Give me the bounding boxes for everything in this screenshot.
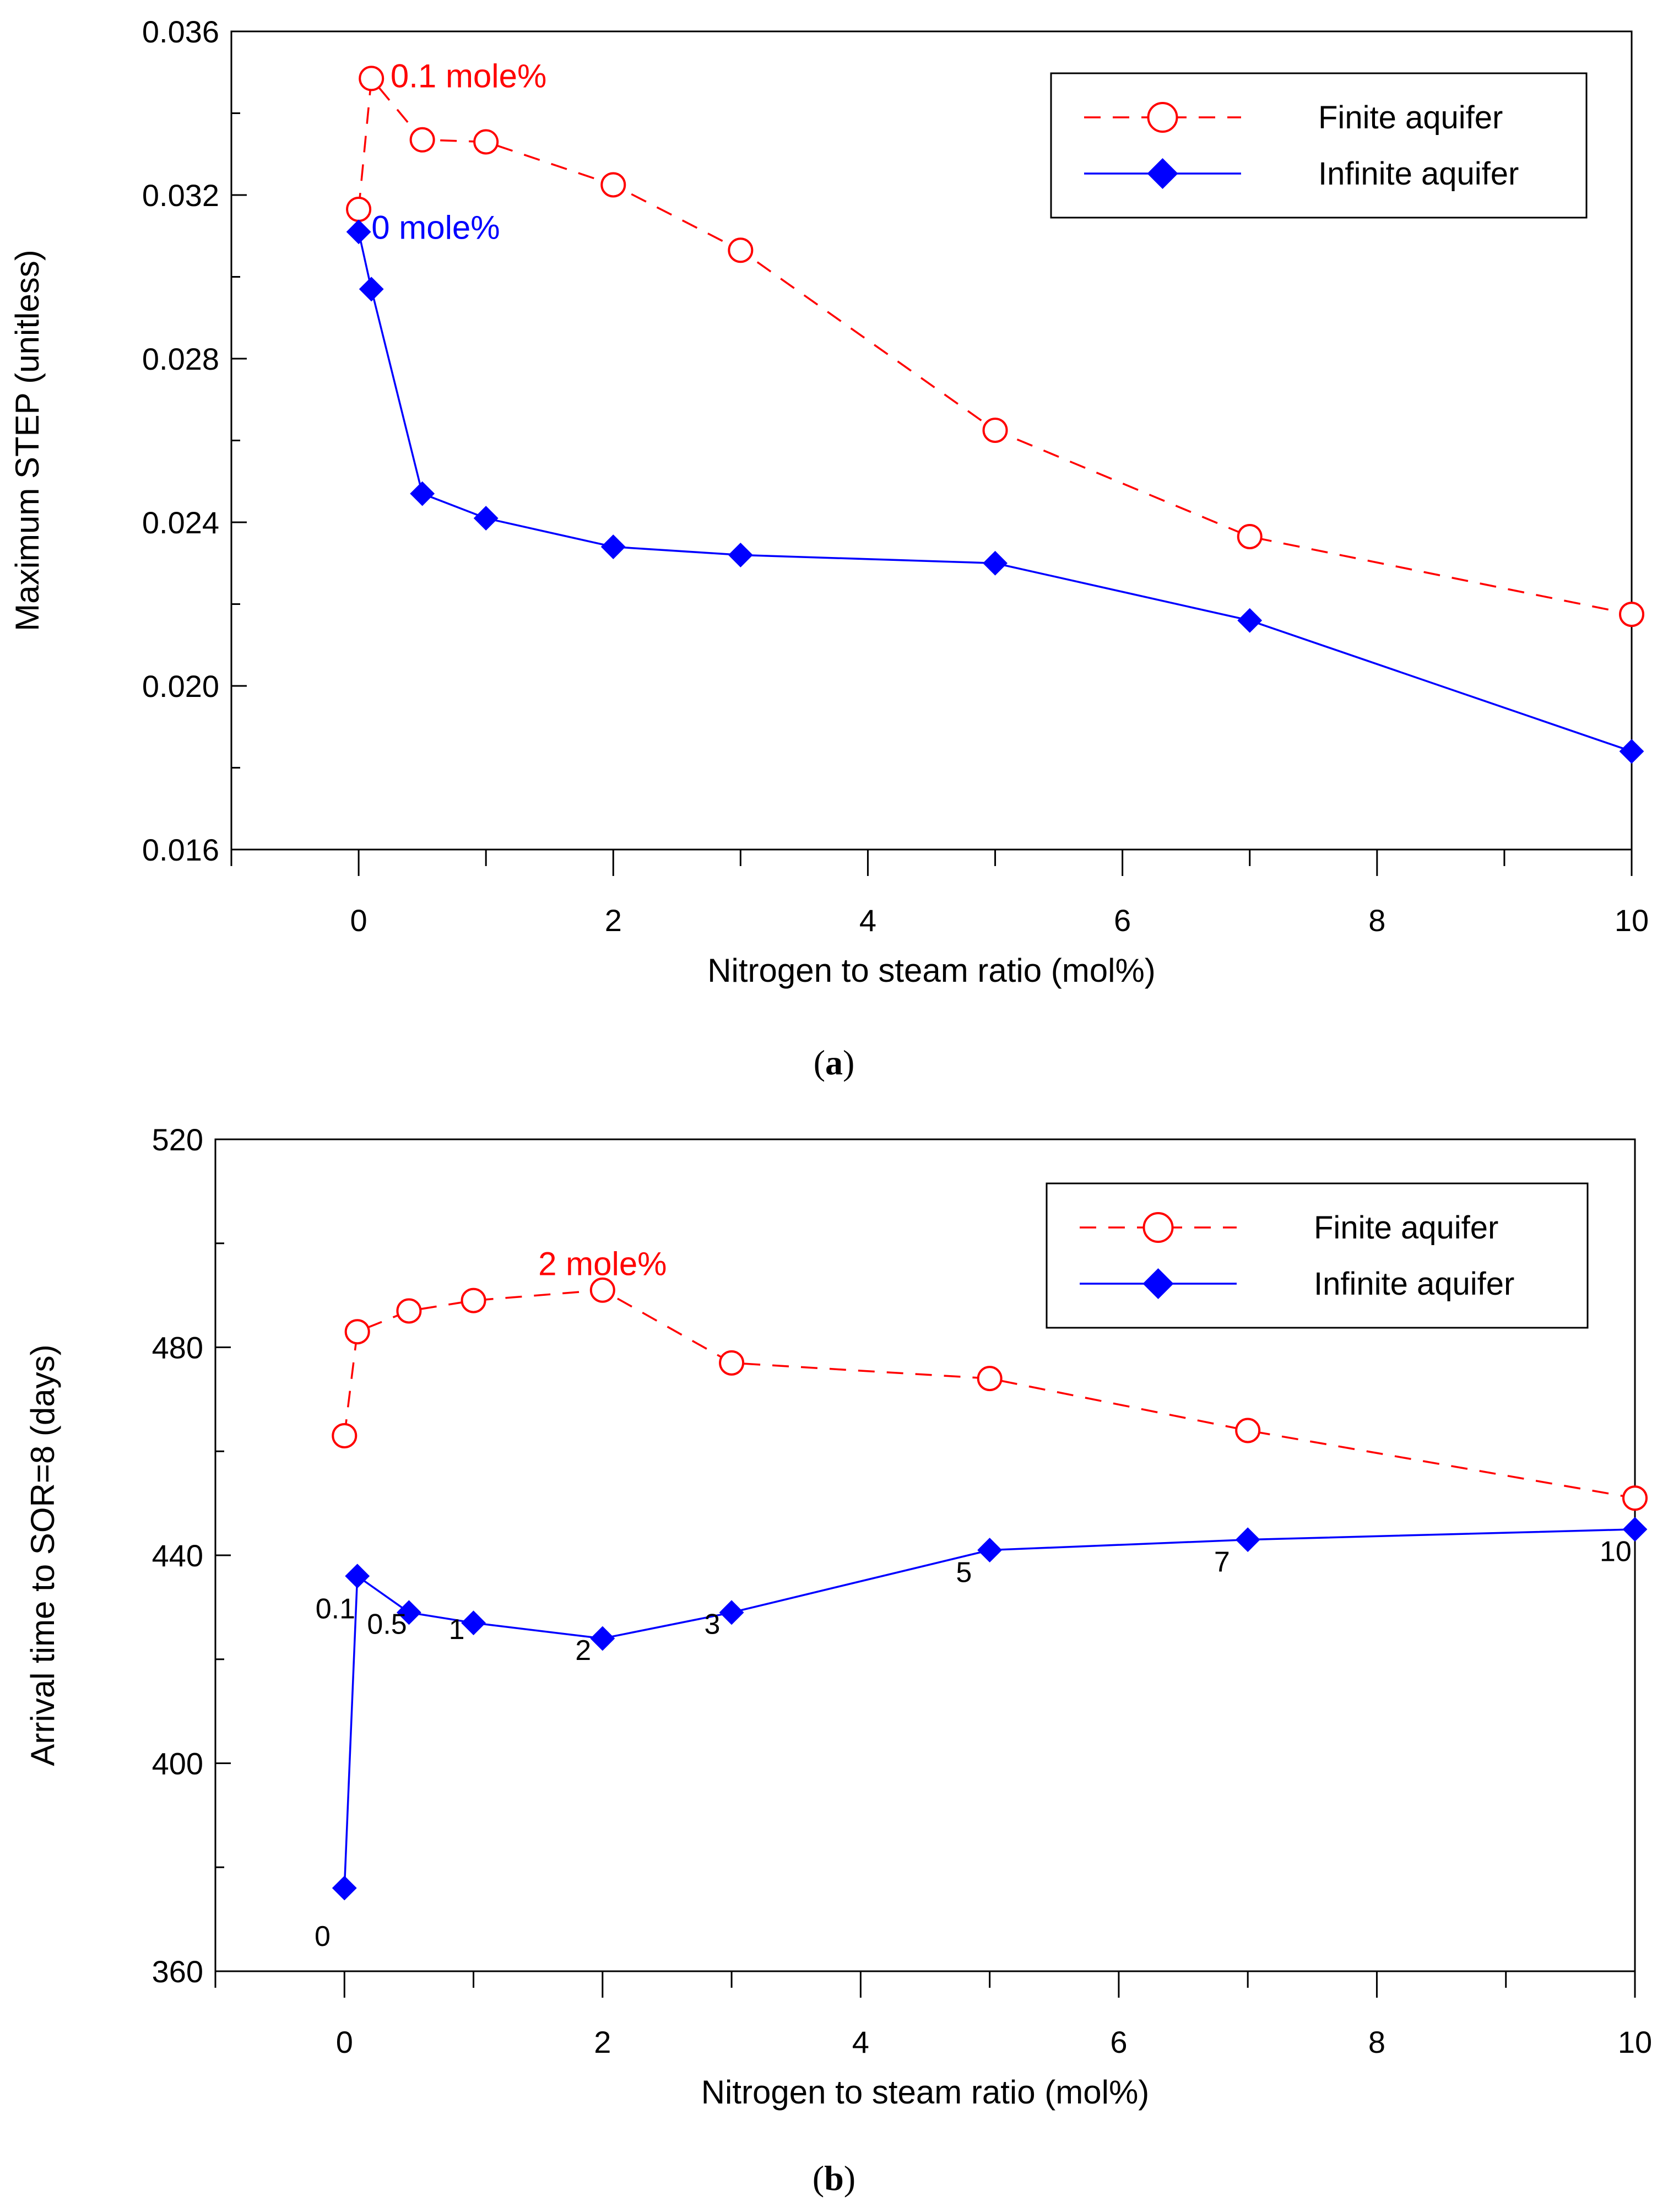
infinite-aquifer-point [983,550,1008,576]
finite-aquifer-point [1237,523,1263,549]
x-tick-label: 4 [852,2025,869,2059]
infinite-aquifer-point [719,1600,744,1625]
y-tick-label: 0.036 [142,14,219,49]
finite-aquifer-point [346,196,372,222]
finite-aquifer-point [409,127,435,153]
x-tick-label: 6 [1110,2025,1127,2059]
annotation-label: 0.1 mole% [391,58,546,95]
finite-aquifer-point [589,1277,615,1303]
infinite-aquifer-point [346,219,371,245]
annotation-label: 1 [449,1614,465,1646]
y-tick-label: 440 [152,1538,203,1573]
finite-aquifer-point [332,1423,358,1448]
legend-entry-label: Infinite aquifer [1318,156,1519,192]
x-tick-label: 2 [594,2025,611,2059]
x-tick-label: 0 [336,2025,353,2059]
legend-marker-diamond [1147,158,1178,189]
finite-aquifer-point [461,1288,486,1313]
annotation-label: 2 mole% [538,1246,667,1283]
legend-marker-circle [1147,102,1178,133]
x-axis-title: Nitrogen to steam ratio (mol%) [701,2074,1150,2111]
legend-entry-label: Finite aquifer [1314,1210,1498,1246]
legend-marker-diamond [1142,1268,1174,1299]
annotation-label: 0 [315,1921,331,1953]
y-tick-label: 0.024 [142,505,219,540]
infinite-aquifer-point [1622,1517,1648,1542]
x-tick-label: 8 [1368,2025,1385,2059]
annotation-label: 0.1 [316,1593,355,1625]
x-tick-label: 10 [1615,903,1649,938]
legend-box [1050,72,1588,219]
infinite-aquifer-point [728,542,753,567]
y-tick-label: 400 [152,1746,203,1781]
infinite-aquifer-point [1619,739,1644,764]
infinite-aquifer-point [410,481,435,506]
annotation-label: 3 [704,1609,720,1641]
finite-aquifer-point [977,1366,1003,1392]
annotation-label: 5 [956,1556,972,1588]
y-axis-title: Arrival time to SOR=8 (days) [24,1344,61,1766]
x-tick-label: 8 [1368,903,1385,938]
finite-aquifer-point [1622,1485,1648,1511]
x-tick-label: 2 [605,903,622,938]
y-tick-label: 0.028 [142,342,219,376]
y-tick-label: 360 [152,1954,203,1989]
infinite-aquifer-point [332,1875,357,1901]
annotation-label: 0 mole% [371,209,500,246]
chart-panel-a: 0.016 0.020 0.024 0.028 0.032 0.036 0 2 4 6 8 10 Nit… [9,14,1649,1082]
legend-marker-circle [1142,1212,1174,1243]
x-tick-label: 10 [1618,2025,1652,2059]
annotation-label: 7 [1214,1546,1230,1578]
annotation-label: 2 [575,1635,591,1667]
finite-aquifer-point [728,237,754,263]
y-tick-label: 0.020 [142,669,219,704]
infinite-aquifer-point [1235,1527,1260,1553]
infinite-aquifer-point [345,1564,370,1589]
legend-box [1046,1182,1589,1329]
infinite-aquifer-point [977,1538,1003,1562]
finite-aquifer-point [473,129,499,155]
infinite-aquifer-point [461,1610,486,1636]
y-tick-label: 0.016 [142,832,219,867]
infinite-aquifer-point [590,1626,615,1651]
infinite-aquifer-point [396,1600,421,1625]
infinite-aquifer-point [1237,608,1263,633]
finite-aquifer-point [344,1319,370,1345]
annotation-label: 10 [1600,1536,1632,1568]
finite-aquifer-point [719,1350,745,1376]
y-axis-title: Maximum STEP (unitless) [9,250,46,631]
panel-label: (a) [814,1043,855,1082]
finite-aquifer-point [600,172,626,198]
y-tick-label: 480 [152,1331,203,1365]
infinite-aquifer-point [359,277,384,302]
panel-letter: b [824,2159,844,2198]
x-axis-title: Nitrogen to steam ratio (mol%) [707,952,1156,989]
y-tick-label: 520 [152,1122,203,1157]
infinite-aquifer-point [473,506,499,531]
finite-aquifer-point [359,66,384,91]
finite-aquifer-point [982,417,1008,443]
finite-aquifer-point [1619,602,1644,628]
panel-letter: a [825,1043,843,1082]
infinite-aquifer-point [600,534,626,559]
annotation-label: 0.5 [367,1609,407,1641]
legend-entry-label: Infinite aquifer [1314,1266,1514,1302]
x-tick-label: 6 [1114,903,1131,938]
panel-label: (b) [813,2159,855,2198]
x-tick-label: 0 [350,903,367,938]
finite-aquifer-point [1235,1418,1261,1443]
legend-entry-label: Finite aquifer [1318,100,1503,136]
x-tick-label: 4 [859,903,876,938]
finite-aquifer-point [396,1298,422,1324]
y-tick-label: 0.032 [142,178,219,213]
